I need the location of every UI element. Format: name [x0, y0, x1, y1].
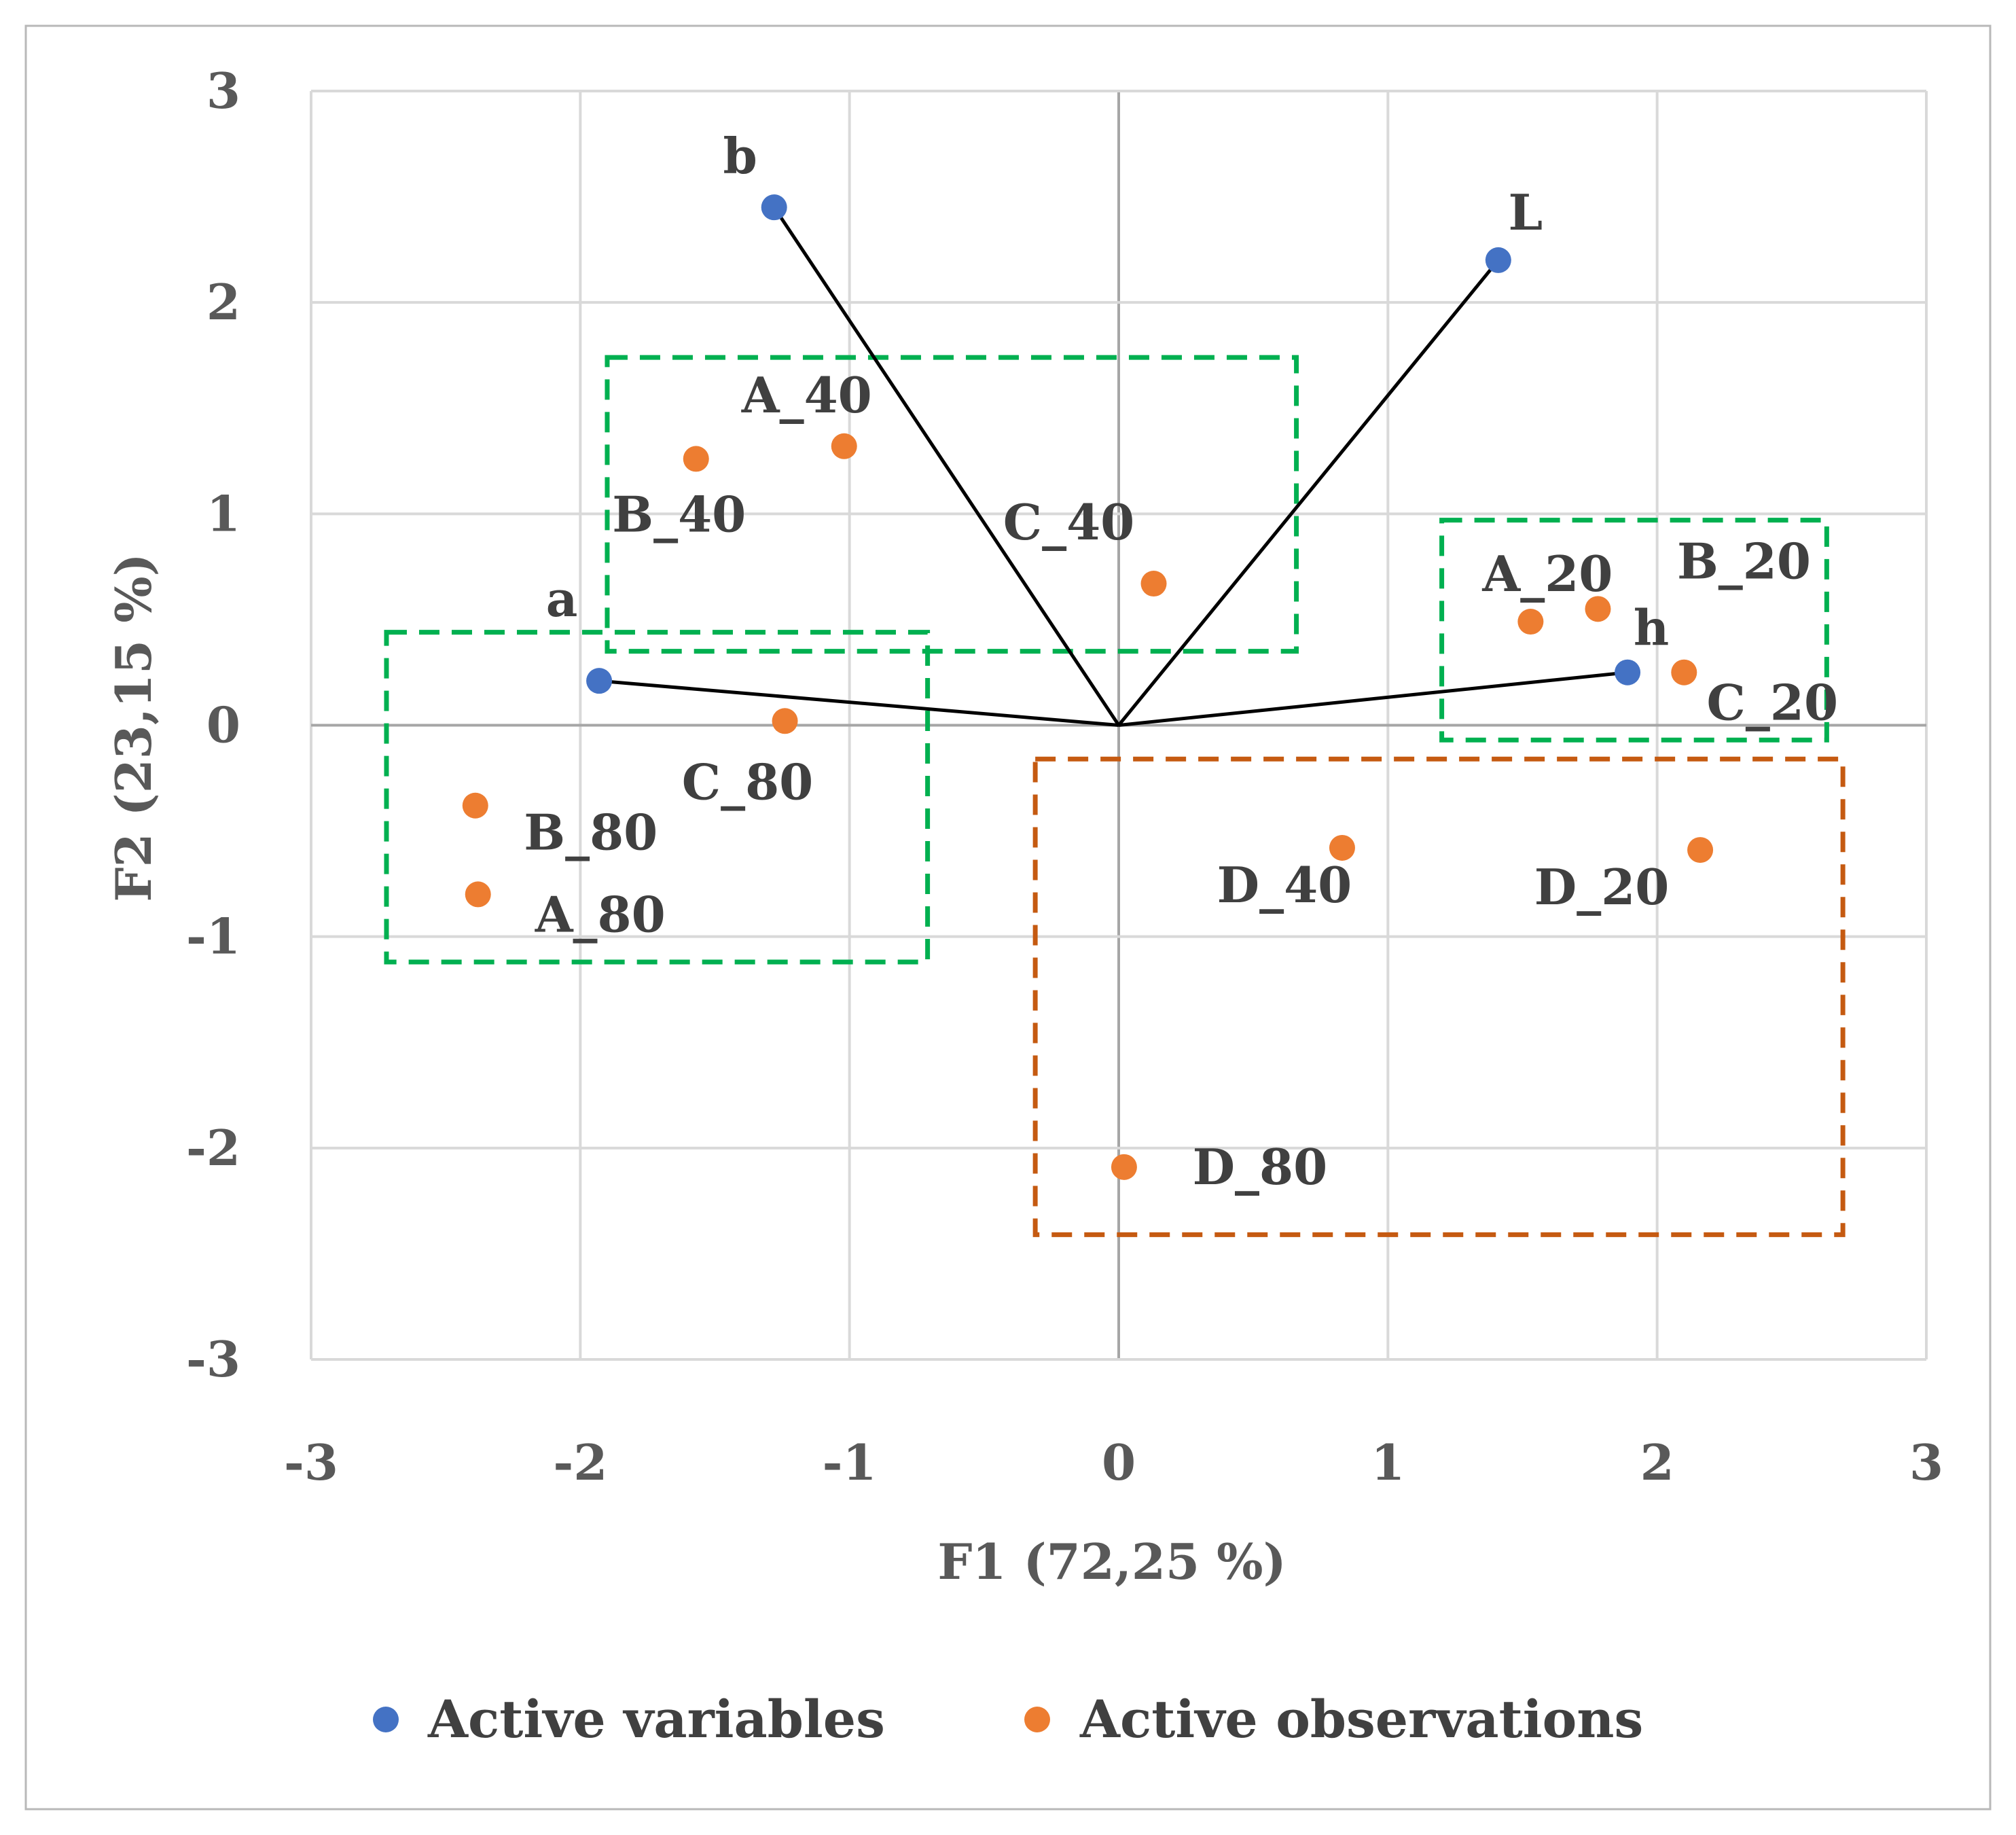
- point-label-h: h: [1634, 599, 1669, 657]
- point-a-20: [1517, 609, 1544, 635]
- x-tick-label: 2: [1640, 1433, 1674, 1491]
- point-label-b: b: [723, 127, 757, 185]
- point-label-b-20: B_20: [1677, 532, 1811, 590]
- point-a-80: [465, 881, 491, 908]
- point-label-d-40: D_40: [1217, 856, 1352, 914]
- grid: [310, 90, 1928, 1361]
- point-label-a: a: [546, 570, 578, 628]
- legend-label-active-variables: Active variables: [427, 1689, 885, 1749]
- y-tick-label: -3: [186, 1330, 240, 1388]
- x-tick-label: 0: [1102, 1433, 1136, 1491]
- group-box-2: [384, 630, 931, 965]
- group-box-3: [1032, 756, 1846, 1237]
- y-tick-label: 2: [206, 273, 240, 331]
- x-axis-title: F1 (72,25 %): [937, 1533, 1286, 1590]
- y-tick-label: 1: [206, 484, 240, 542]
- loading-vectors: [598, 206, 1628, 727]
- y-tick-label: -1: [186, 908, 240, 965]
- point-b-40: [683, 446, 709, 472]
- y-axis-title: F2 (23,15 %): [105, 553, 162, 902]
- point-c-80: [772, 708, 798, 734]
- point-b: [761, 194, 787, 221]
- point-label-b-80: B_80: [524, 804, 658, 861]
- group-box-0: [605, 355, 1299, 654]
- point-a: [586, 668, 613, 694]
- vector-a: [598, 679, 1119, 727]
- point-labels: b La h A_40 B_40 C_40 A_20 B_20 C_20 C_80 B_80 A_80…: [524, 127, 1838, 1196]
- tick-labels: -3 -2 -1 0 1 2 3 3 2 1 0 -1 -2 -3: [186, 62, 1943, 1491]
- legend-marker-active-observations: [1024, 1707, 1050, 1732]
- x-tick-label: -1: [823, 1433, 877, 1491]
- vector-b: [772, 206, 1121, 726]
- legend-label-active-observations: Active observations: [1079, 1689, 1643, 1749]
- point-c-20: [1671, 659, 1697, 685]
- chart-frame: [24, 24, 1992, 1811]
- point-c-40: [1140, 571, 1167, 597]
- point-h: [1615, 659, 1641, 685]
- point-label-a-20: A_20: [1481, 545, 1613, 603]
- point-label-d-20: D_20: [1534, 858, 1670, 916]
- group-box-1: [1439, 518, 1829, 743]
- point-label-c-80: C_80: [682, 753, 814, 810]
- y-tick-label: -2: [186, 1119, 240, 1177]
- y-tick-label: 3: [206, 62, 240, 120]
- data-points: [462, 194, 1714, 1180]
- x-tick-label: -3: [284, 1433, 338, 1491]
- point-label-l: L: [1509, 183, 1543, 241]
- point-label-d-80: D_80: [1193, 1138, 1328, 1196]
- vector-h: [1118, 671, 1628, 727]
- x-tick-label: -2: [553, 1433, 607, 1491]
- point-label-c-20: C_20: [1707, 674, 1839, 732]
- point-a-40: [831, 433, 857, 459]
- point-d-40: [1329, 834, 1355, 861]
- legend-marker-active-variables: [373, 1707, 399, 1732]
- legend: Active variables Active observations: [373, 1689, 1643, 1749]
- point-label-c-40: C_40: [1003, 493, 1135, 551]
- point-l: [1485, 247, 1511, 273]
- point-d-80: [1111, 1154, 1137, 1180]
- point-b-20: [1585, 596, 1611, 622]
- point-d-20: [1687, 837, 1714, 863]
- point-b-80: [462, 792, 488, 819]
- point-label-a-80: A_80: [535, 885, 666, 943]
- y-tick-label: 0: [206, 696, 240, 754]
- group-boxes: [384, 355, 1846, 1237]
- x-tick-label: 3: [1909, 1433, 1943, 1491]
- x-tick-label: 1: [1371, 1433, 1405, 1491]
- point-label-b-40: B_40: [612, 485, 746, 543]
- vector-l: [1117, 259, 1500, 727]
- point-label-a-40: A_40: [741, 366, 872, 424]
